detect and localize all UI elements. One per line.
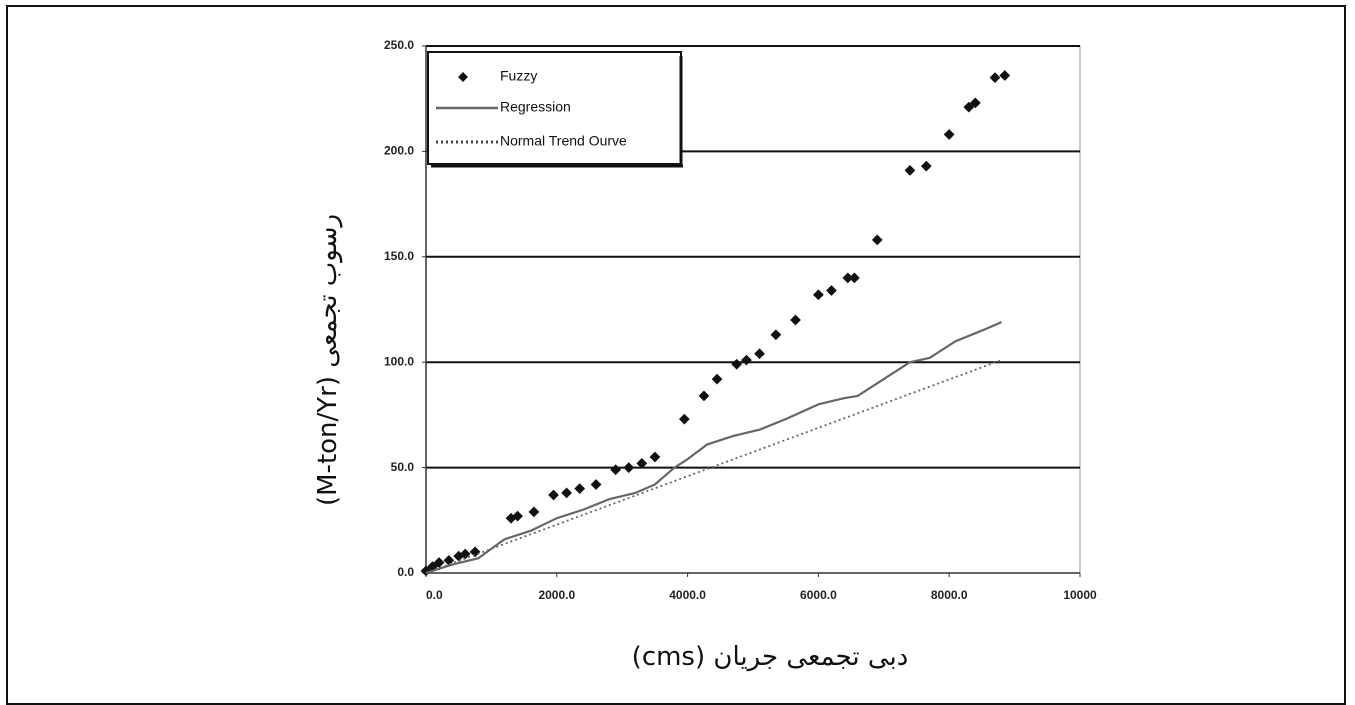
fuzzy-point-11: [561, 487, 572, 499]
fuzzy-point-18: [678, 413, 690, 425]
fuzzy-point-20: [711, 373, 723, 385]
x-tick-label-5: 10000: [1063, 588, 1097, 602]
fuzzy-point-8: [512, 510, 523, 522]
y-tick-label-1: 50.0: [391, 460, 415, 474]
fuzzy-point-0: [420, 565, 432, 577]
fuzzy-point-30: [871, 234, 883, 246]
x-tick-label-2: 4000.0: [669, 588, 706, 602]
x-tick-label-0: 0.0: [426, 588, 443, 602]
x-axis-label: دبی تجمعی جریان (cms): [632, 642, 909, 672]
y-tick-label-3: 150.0: [384, 249, 414, 263]
legend-label-normal-trend: Normal Trend Ourve: [500, 133, 627, 149]
fuzzy-point-9: [528, 506, 540, 518]
y-tick-label-4: 200.0: [384, 144, 414, 158]
y-tick-label-2: 100.0: [384, 354, 414, 368]
chart: 0.0 50.0 100.0 150.0 200.0 250.0 0.0 2000.0 4000…: [313, 38, 1097, 672]
fuzzy-point-32: [920, 160, 932, 172]
y-tick-label-5: 250.0: [384, 38, 414, 52]
fuzzy-point-33: [943, 129, 955, 140]
legend-label-fuzzy: Fuzzy: [500, 68, 537, 84]
fuzzy-point-24: [770, 329, 782, 341]
fuzzy-point-26: [813, 289, 824, 301]
fuzzy-point-16: [636, 458, 648, 469]
x-tick-label-3: 6000.0: [800, 588, 837, 602]
legend: Fuzzy Regression Normal Trend Ourve: [427, 51, 683, 168]
y-axis-label: رسوب تجمعی (M-ton/Yr): [313, 214, 343, 506]
series-fuzzy: [420, 70, 1011, 577]
x-tick-label-4: 8000.0: [931, 588, 968, 602]
fuzzy-point-13: [590, 479, 602, 490]
fuzzy-point-12: [574, 483, 586, 495]
legend-item-regression: Regression: [436, 99, 571, 115]
fuzzy-point-2: [433, 557, 445, 568]
legend-label-regression: Regression: [500, 99, 571, 115]
fuzzy-point-17: [649, 451, 661, 463]
y-tick-label-0: 0.0: [397, 565, 414, 579]
regression-line: [425, 321, 1002, 575]
legend-item-normal-trend: Normal Trend Ourve: [436, 133, 627, 149]
fuzzy-point-10: [548, 489, 559, 501]
normal-trend-line: [425, 359, 1002, 574]
x-tick-label-1: 2000.0: [538, 588, 575, 602]
